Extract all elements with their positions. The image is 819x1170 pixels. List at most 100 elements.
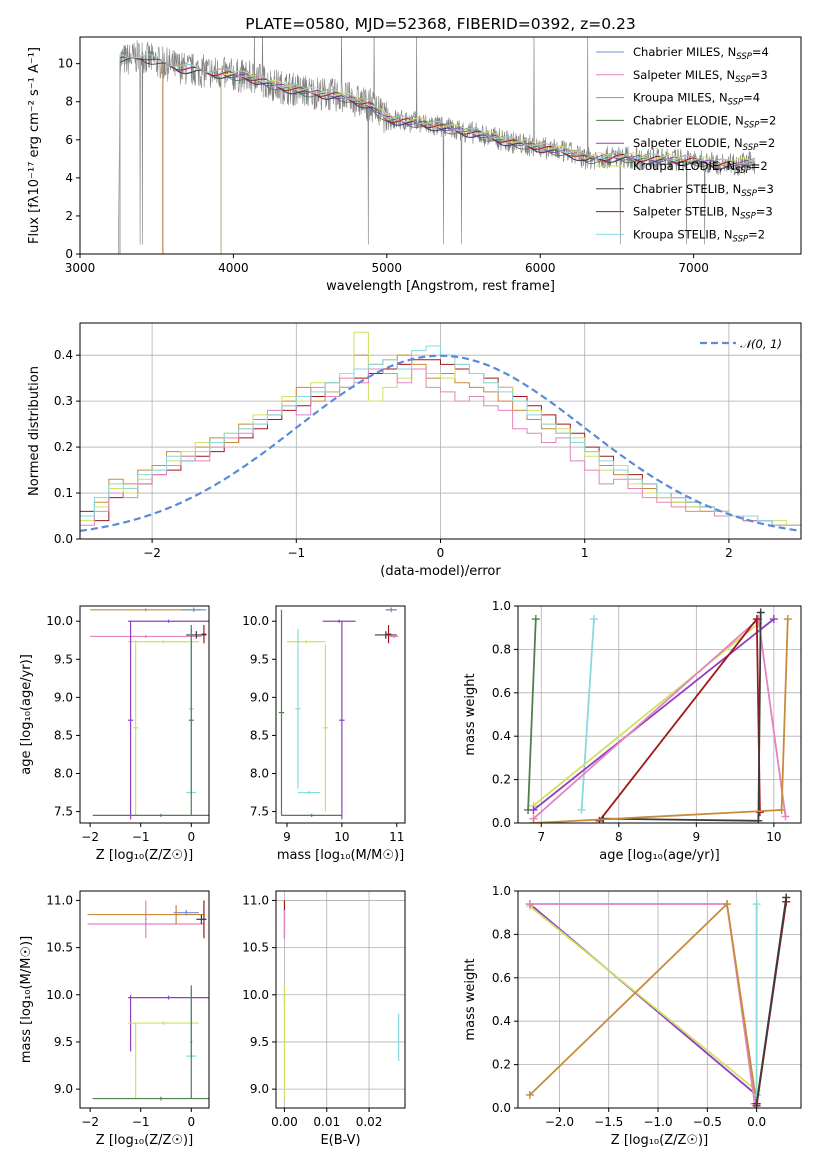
y-tick-label: 0.4 [492, 1014, 511, 1028]
axes-frame [79, 322, 802, 540]
axes-weight_vs_Z: −2.0 −1.5 −1.0 −0.5 0.0 0.0 0.2 0.4 0.6 0.8 1.0 Z [… [463, 884, 802, 1148]
legend-label-tail: =3 [751, 68, 768, 82]
y-tick-label: 8.0 [54, 767, 73, 781]
legend-label-sub: SSP [735, 166, 751, 176]
x-tick-label: 5000 [372, 261, 403, 275]
x-tick-label: 0.00 [271, 1115, 298, 1129]
y-tick-label: 10.0 [46, 614, 73, 628]
model-line-salpeter-stelib [119, 56, 756, 254]
y-tick-label: 10.0 [242, 614, 269, 628]
plus-marker [752, 1099, 761, 1108]
y-tick-label: 0.2 [54, 440, 73, 454]
legend-label-tail: =2 [748, 227, 765, 241]
axes-age_vs_Z: −2 −1 0 7.5 8.0 8.5 9.0 9.5 10.0 Z [log₁₀(Z/Z☉)] a… [19, 605, 210, 863]
y-tick-label: 0 [65, 247, 73, 261]
y-tick-label: 0.1 [54, 486, 73, 500]
y-tick-label: 0.8 [492, 927, 511, 941]
weight-line-chabrier-stelib [755, 897, 788, 1104]
y-tick-label: 0.2 [492, 1058, 511, 1072]
plus-marker [769, 615, 778, 624]
chart-title: PLATE=0580, MJD=52368, FIBERID=0392, z=0… [245, 15, 635, 33]
model-line-chabrier-stelib [119, 57, 756, 254]
y-tick-label: 9.0 [54, 690, 73, 704]
y-tick-label: 9.0 [250, 690, 269, 704]
histogram-kroupa-stelib [80, 345, 801, 526]
x-tick-label: 0.02 [356, 1115, 383, 1129]
legend-label-sub: SSP [735, 75, 751, 85]
weight-line-salpeter-elodie [532, 618, 775, 811]
x-tick-label: −2 [81, 830, 99, 844]
plus-marker [754, 816, 763, 823]
legend-label-main: Salpeter ELODIE, N [633, 136, 743, 150]
y-tick-label: 9.5 [54, 1035, 73, 1049]
axes-frame [275, 605, 406, 824]
legend-label-sub: SSP [744, 120, 760, 130]
legend-label-main: Chabrier STELIB, N [633, 182, 741, 196]
y-tick-label: 10.0 [242, 988, 269, 1002]
plus-marker [783, 615, 792, 624]
y-axis-label: mass weight [463, 673, 478, 755]
y-tick-label: 0.4 [54, 348, 73, 362]
y-tick-label: 0.8 [492, 642, 511, 656]
axes-mass_vs_Z: −2 −1 0 9.0 9.5 10.0 10.5 11.0 Z [log₁₀(Z/Z☉)] ma… [19, 890, 210, 1148]
y-tick-label: 6 [65, 133, 73, 147]
y-tick-label: 9.0 [250, 1082, 269, 1096]
legend-label: Kroupa ELODIE, NSSP=2 [633, 159, 768, 176]
y-axis-label: mass [log₁₀(M/M☉)] [19, 936, 34, 1063]
plus-marker [529, 819, 538, 823]
y-tick-label: 7.5 [250, 805, 269, 819]
y-tick-label: 9.0 [54, 1082, 73, 1096]
x-tick-label: 3000 [65, 261, 96, 275]
y-tick-label: 0.6 [492, 686, 511, 700]
y-axis-label: Flux [fλ10⁻¹⁷ erg cm⁻² s⁻¹ A⁻¹] [27, 47, 42, 244]
x-tick-label: 7 [537, 830, 545, 844]
x-tick-label: −1.0 [643, 1115, 672, 1129]
y-tick-label: 11.0 [46, 893, 73, 907]
axes-residuals: −2 −1 0 1 2 0.0 0.1 0.2 0.3 0.4 (data-model)/error… [27, 322, 802, 579]
legend-label-main: Salpeter MILES, N [633, 68, 735, 82]
x-tick-label: 2 [725, 546, 733, 560]
x-axis-label: Z [log₁₀(Z/Z☉)] [96, 848, 193, 863]
y-tick-label: 10 [58, 57, 73, 71]
weight-line-kroupa-stelib [580, 618, 595, 811]
model-line-kroupa-stelib [119, 54, 756, 254]
x-axis-label: Z [log₁₀(Z/Z☉)] [611, 1133, 708, 1148]
model-line-chabrier-elodie [220, 72, 755, 254]
axes-mass_vs_ebv: 0.00 0.01 0.02 9.0 9.5 10.0 10.5 11.0 E(B-V) [242, 890, 406, 1148]
y-tick-label: 9.5 [250, 652, 269, 666]
x-tick-label: −1.5 [594, 1115, 623, 1129]
y-tick-label: 8.5 [54, 728, 73, 742]
axes-frame [517, 605, 802, 824]
x-tick-label: −1 [132, 1115, 150, 1129]
x-tick-label: 10 [766, 830, 781, 844]
plus-marker [589, 615, 598, 624]
legend-label-main: Chabrier MILES, N [633, 45, 736, 59]
x-tick-label: 6000 [525, 261, 556, 275]
legend-label-tail: =3 [757, 182, 774, 196]
plus-marker [781, 812, 790, 821]
axes-frame [517, 890, 802, 1109]
x-tick-label: 0.0 [747, 1115, 766, 1129]
y-tick-label: 0.3 [54, 394, 73, 408]
x-tick-label: 1 [581, 546, 589, 560]
y-tick-label: 8 [65, 95, 73, 109]
weight-line-salpeter-miles [532, 617, 787, 820]
legend-label: 𝒩(0, 1) [740, 337, 782, 351]
plot-area [276, 891, 405, 1108]
legend-label-tail: =4 [752, 45, 769, 59]
y-tick-label: 4 [65, 171, 73, 185]
x-tick-label: −2.0 [545, 1115, 574, 1129]
axes-frame [79, 36, 802, 255]
x-axis-label: Z [log₁₀(Z/Z☉)] [96, 1133, 193, 1148]
axes-frame [79, 890, 210, 1109]
x-tick-label: −0.5 [693, 1115, 722, 1129]
weight-line-kroupa-elodie [532, 622, 759, 807]
legend-label-tail: =4 [743, 91, 760, 105]
x-axis-label: age [log₁₀(age/yr)] [599, 848, 720, 863]
y-axis-label: mass weight [463, 958, 478, 1040]
y-tick-label: 10.5 [46, 941, 73, 955]
y-tick-label: 0.0 [54, 532, 73, 546]
legend-label-tail: =2 [759, 113, 776, 127]
